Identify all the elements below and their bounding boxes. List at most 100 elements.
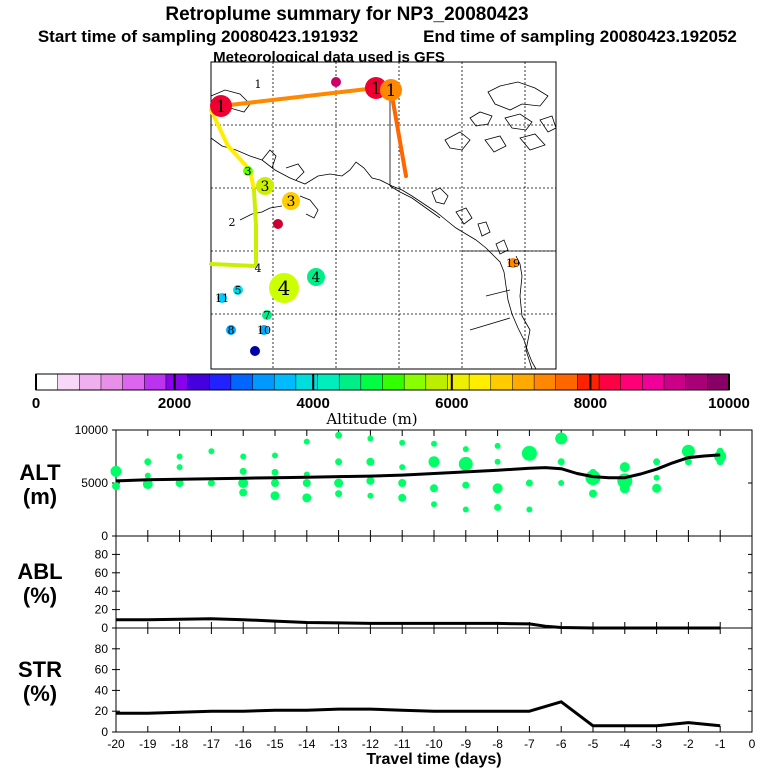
- map-marker-2: [331, 77, 341, 87]
- map-marker-label: 11: [215, 292, 229, 305]
- plume-point: [684, 458, 692, 466]
- colorbar-swatch-24: [533, 373, 557, 391]
- plume-point: [589, 489, 597, 498]
- colorbar-swatch-32: [707, 373, 730, 391]
- plume-point: [272, 452, 278, 459]
- plume-point: [335, 490, 343, 498]
- plume-point: [557, 458, 565, 466]
- colorbar-swatch-25: [555, 373, 578, 391]
- map-marker-19: [250, 346, 260, 356]
- plume-point: [399, 464, 406, 471]
- panel-label: ALT: [19, 460, 61, 485]
- y-tick-label: 60: [95, 566, 109, 580]
- x-tick-label: -15: [266, 737, 284, 751]
- colorbar-swatch-21: [468, 373, 492, 391]
- plume-point: [430, 484, 438, 493]
- plume-point: [492, 483, 503, 494]
- x-tick-label: -7: [524, 737, 535, 751]
- x-tick-label: -13: [330, 737, 348, 751]
- colorbar-swatch-26: [577, 373, 600, 391]
- map-marker-dot: [508, 258, 518, 268]
- end-time-label: End time of sampling 20080423.192052: [423, 27, 737, 46]
- x-tick-label: -4: [619, 737, 630, 751]
- map-marker-dot: [262, 310, 272, 320]
- y-tick-label: 80: [95, 547, 109, 561]
- map-marker-dot: [307, 268, 325, 286]
- map-marker-13: 4: [269, 273, 299, 303]
- map-marker-label: 2: [229, 216, 236, 229]
- altitude-colorbar: 0 2000 4000 6000 8000 10000: [32, 373, 750, 412]
- colorbar-swatch-8: [187, 373, 210, 391]
- path-segment-1: [219, 86, 378, 108]
- plume-point: [176, 453, 183, 460]
- x-tick-label: -1: [715, 737, 726, 751]
- panel-frame: [115, 627, 753, 733]
- x-tick-label: -17: [203, 737, 221, 751]
- plume-point: [239, 488, 248, 497]
- colorbar-swatch-20: [447, 373, 470, 391]
- map-marker-label: 3: [245, 165, 252, 178]
- y-tick-label: 40: [95, 683, 109, 697]
- map-marker-9: 2: [229, 216, 236, 229]
- colorbar-tick-label: 2000: [158, 395, 191, 412]
- plume-point: [681, 444, 695, 458]
- map-marker-14: 5: [233, 284, 243, 297]
- panel-unit: (m): [23, 484, 57, 509]
- path-segment-2: [389, 88, 408, 178]
- colorbar-swatch-10: [230, 373, 254, 391]
- path-segment-3: [209, 108, 256, 192]
- plume-point: [271, 479, 279, 487]
- panel-abl: 0 20 40 60 80 ABL(%): [17, 535, 753, 635]
- plume-point: [271, 468, 279, 476]
- map-marker-6: 3: [243, 165, 253, 178]
- plume-point: [270, 491, 280, 501]
- plume-point: [367, 492, 374, 499]
- map-marker-dot: [243, 166, 253, 176]
- x-tick-label: -20: [107, 737, 125, 751]
- map-marker-dot: [269, 273, 299, 303]
- plume-point: [462, 506, 469, 513]
- map-marker-dot: [380, 79, 402, 101]
- map-borders: [389, 90, 556, 370]
- plume-point: [462, 481, 470, 489]
- plume-point: [207, 479, 215, 487]
- x-tick-label: -9: [460, 737, 471, 751]
- colorbar-swatch-22: [490, 373, 513, 391]
- colorbar-tick-label: 4000: [297, 395, 330, 412]
- figure-title: Retroplume summary for NP3_20080423: [165, 4, 528, 25]
- colorbar-tick-label: 6000: [435, 395, 468, 412]
- plume-point: [652, 483, 662, 493]
- plume-point: [335, 458, 343, 466]
- colorbar-swatch-29: [642, 373, 665, 391]
- plume-point: [521, 445, 537, 461]
- plume-point: [144, 458, 152, 466]
- colorbar-swatch-23: [512, 373, 535, 391]
- plume-point: [302, 493, 312, 503]
- plume-point: [334, 478, 344, 488]
- map-marker-dot: [233, 285, 243, 295]
- plume-points: [110, 431, 727, 513]
- map-marker-dot: [331, 77, 341, 87]
- x-tick-label: -10: [425, 737, 443, 751]
- plume-point: [619, 462, 630, 473]
- colorbar-swatch-27: [598, 373, 622, 391]
- map-marker-10: [273, 219, 283, 229]
- map-marker-7: 3: [256, 177, 274, 195]
- colorbar-swatch-12: [273, 373, 297, 391]
- y-tick-label: 80: [95, 642, 109, 656]
- map-marker-label: 1: [371, 79, 382, 99]
- map-marker-label: 1: [216, 97, 227, 117]
- series-line: [115, 453, 721, 483]
- plume-point: [110, 465, 122, 477]
- map-marker-label: 3: [287, 194, 296, 210]
- y-tick-label: 10000: [75, 423, 109, 437]
- map-marker-dot: [210, 95, 232, 117]
- map-marker-dot: [226, 325, 236, 335]
- plume-point: [431, 501, 437, 508]
- map-marker-1: 1: [255, 78, 262, 91]
- panel-unit: (%): [23, 583, 57, 608]
- map-marker-label: 10: [257, 324, 271, 337]
- time-series-panels: 0500010000ALT(m)020406080ABL(%)020406080…: [17, 423, 755, 768]
- plume-point: [367, 435, 374, 442]
